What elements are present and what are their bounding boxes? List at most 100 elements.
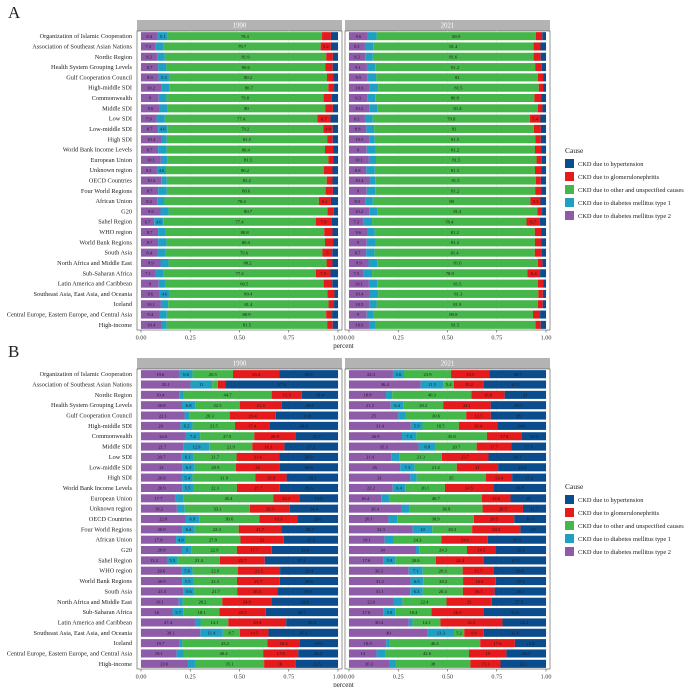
data-label: 4.6	[156, 219, 162, 224]
data-label: 36.7	[298, 610, 307, 615]
x-tick-label: 0.75	[283, 674, 294, 681]
bar-segment	[403, 401, 444, 410]
category-label: Iceland	[113, 301, 132, 308]
panel-a-chart: Organization of Islamic Cooperation Assoc…	[7, 20, 551, 350]
panel-label-a: A	[8, 3, 21, 22]
bar-segment	[491, 597, 546, 606]
data-label: 38.9	[432, 517, 441, 522]
bar-segment	[410, 577, 424, 586]
bar-segment	[349, 176, 370, 185]
data-label: 9.6	[356, 34, 362, 39]
data-label: 22.3	[211, 579, 220, 584]
bar-segment	[167, 155, 329, 164]
data-label: 29.2	[513, 455, 522, 460]
data-label: 21.7	[212, 589, 221, 594]
bar-segment	[416, 432, 487, 441]
data-label: 10	[420, 527, 425, 532]
data-label: 19	[485, 651, 490, 656]
bar-segment	[432, 525, 473, 534]
bar-segment	[423, 577, 464, 586]
bar-segment	[537, 73, 544, 82]
category-label: WHO region	[99, 568, 133, 575]
bar-segment	[236, 546, 272, 555]
category-label: European Union	[91, 157, 133, 164]
bar-segment	[349, 649, 377, 658]
bar-segment	[181, 546, 192, 555]
data-label: 21.6	[254, 455, 263, 460]
bar-segment	[349, 289, 370, 298]
bar-segment	[164, 52, 327, 61]
bar-segment	[189, 411, 230, 420]
data-label: 24.3	[439, 548, 448, 553]
bar-segment	[427, 628, 455, 637]
bar-segment	[533, 42, 541, 51]
data-label: 17.4	[248, 424, 257, 429]
bar-segment	[168, 258, 327, 268]
data-label: 9	[357, 189, 360, 194]
bar-segment	[480, 639, 515, 648]
bar-segment	[141, 300, 161, 309]
bar-segment	[395, 556, 436, 565]
bar-segment	[141, 473, 182, 482]
bar-segment	[268, 628, 338, 637]
data-label: 81.5	[451, 323, 460, 328]
bar-segment	[192, 370, 233, 379]
category-label: Health System Grouping Levels	[51, 402, 133, 409]
bar-segment	[410, 473, 417, 482]
data-label: 17.6	[362, 610, 371, 615]
bar-segment	[328, 155, 334, 164]
bar-segment	[209, 442, 253, 451]
bar-segment	[388, 514, 398, 524]
data-label: 15.2	[465, 382, 474, 387]
bar-segment	[182, 639, 268, 648]
data-label: 21	[523, 393, 528, 398]
data-label: 7.3	[145, 44, 151, 49]
data-label: 81.3	[451, 168, 460, 173]
data-label: 22.4	[420, 599, 429, 604]
bar-segment	[320, 42, 331, 51]
data-label: 21.2	[366, 403, 375, 408]
data-label: 81.2	[243, 178, 252, 183]
data-label: 20.6	[157, 568, 166, 573]
category-label: High SDI	[108, 475, 132, 482]
bar-segment	[159, 104, 168, 113]
bar-segment	[476, 442, 512, 451]
bar-segment	[181, 452, 194, 461]
bar-segment	[422, 566, 463, 575]
data-label: 20.8	[157, 403, 166, 408]
bar-segment	[141, 207, 161, 216]
bar-segment	[325, 63, 333, 72]
data-label: 5.1	[160, 34, 166, 39]
data-label: 5.5	[185, 486, 191, 491]
bar-segment	[199, 514, 260, 524]
bar-segment	[391, 452, 400, 461]
bar-segment	[483, 628, 546, 637]
bar-segment	[541, 93, 546, 103]
data-label: 6.4	[531, 271, 537, 276]
bar-segment	[182, 483, 194, 492]
bar-segment	[374, 124, 534, 133]
data-label: 14.1	[210, 620, 219, 625]
data-label: 10.2	[355, 106, 364, 111]
bar-segment	[141, 546, 182, 555]
bar-segment	[349, 628, 428, 637]
data-label: 80.8	[451, 96, 460, 101]
bar-segment	[156, 114, 165, 123]
category-label: Gulf Cooperation Council	[66, 413, 132, 420]
bar-segment	[537, 300, 543, 309]
data-label: 8.7	[228, 630, 234, 635]
data-label: 5.5	[170, 558, 176, 563]
data-label: 6.2	[184, 424, 190, 429]
bar-segment	[219, 556, 265, 565]
bar-segment	[395, 659, 471, 668]
bar-segment	[415, 546, 420, 555]
bar-segment	[541, 145, 546, 154]
bar-segment	[401, 504, 410, 513]
category-label: Central Europe, Eastern Europe, and Cent…	[7, 650, 132, 657]
data-label: 24.3	[518, 465, 527, 470]
data-label: 19.5	[466, 372, 475, 377]
data-label: 9.9	[471, 630, 477, 635]
x-tick-label: 1.00	[333, 674, 344, 681]
category-label: North Africa and Middle East	[57, 599, 132, 606]
bar-segment	[141, 618, 195, 627]
